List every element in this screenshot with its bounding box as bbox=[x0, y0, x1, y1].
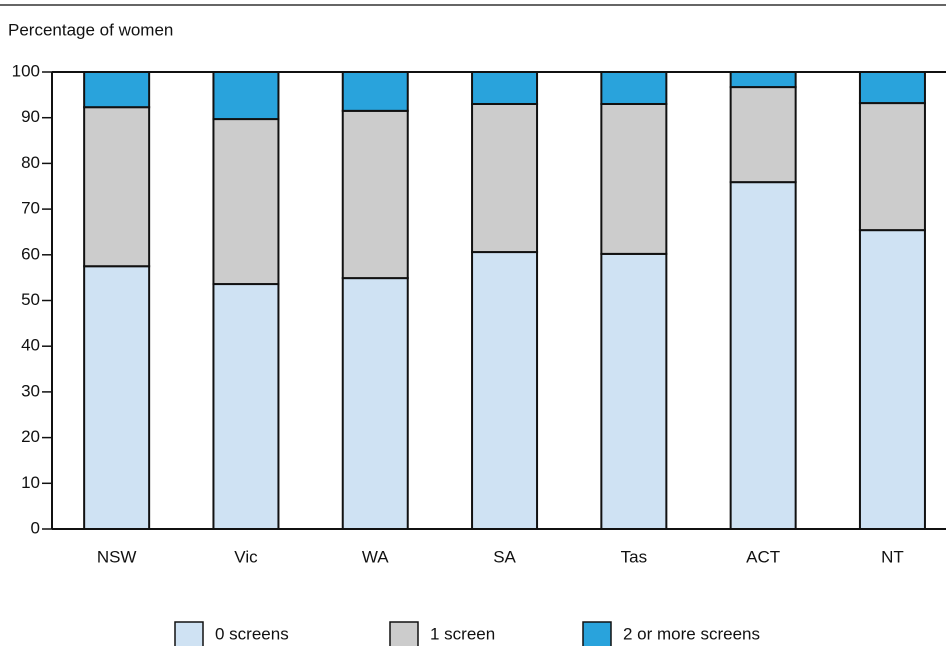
x-tick-label: NT bbox=[881, 547, 904, 566]
y-tick-label: 30 bbox=[21, 381, 40, 400]
bar-segment bbox=[83, 71, 151, 109]
bar-segment bbox=[858, 71, 926, 105]
x-tick-label: ACT bbox=[746, 547, 780, 566]
legend-swatch bbox=[174, 621, 204, 646]
y-tick-label: 20 bbox=[21, 427, 40, 446]
bar-segment bbox=[83, 265, 151, 530]
y-tick-label: 0 bbox=[31, 518, 40, 537]
x-tick-label: NSW bbox=[97, 547, 137, 566]
bar-segment bbox=[341, 109, 409, 280]
bar-segment bbox=[471, 251, 539, 530]
bar-segment bbox=[471, 102, 539, 254]
bar-segment bbox=[600, 71, 668, 105]
bar-segment bbox=[858, 102, 926, 232]
bar-segment bbox=[600, 252, 668, 531]
x-tick-label: Tas bbox=[621, 547, 647, 566]
bar-segment bbox=[600, 102, 668, 255]
y-tick-label: 70 bbox=[21, 199, 40, 218]
legend-label: 2 or more screens bbox=[623, 624, 760, 643]
x-tick-label: SA bbox=[493, 547, 516, 566]
bar-segment bbox=[341, 277, 409, 530]
bar-segment bbox=[212, 118, 280, 286]
y-tick-label: 60 bbox=[21, 244, 40, 263]
bar-segment bbox=[471, 71, 539, 105]
y-tick-label: 90 bbox=[21, 107, 40, 126]
legend-label: 0 screens bbox=[215, 624, 289, 643]
legend-swatch bbox=[582, 621, 612, 646]
bar-segment bbox=[729, 181, 797, 530]
bar-segment bbox=[212, 283, 280, 530]
y-tick-label: 40 bbox=[21, 336, 40, 355]
bar-segment bbox=[729, 71, 797, 89]
bar-segment bbox=[212, 71, 280, 121]
y-tick-label: 10 bbox=[21, 473, 40, 492]
legend-swatch bbox=[389, 621, 419, 646]
bar-segment bbox=[83, 106, 151, 268]
y-tick-label: 50 bbox=[21, 290, 40, 309]
chart-title: Percentage of women bbox=[8, 20, 173, 39]
x-tick-label: Vic bbox=[234, 547, 258, 566]
y-tick-label: 100 bbox=[12, 61, 40, 80]
bar-segment bbox=[858, 229, 926, 530]
bar-segment bbox=[729, 86, 797, 184]
y-tick-label: 80 bbox=[21, 153, 40, 172]
bar-segment bbox=[341, 71, 409, 112]
legend-label: 1 screen bbox=[430, 624, 495, 643]
x-tick-label: WA bbox=[362, 547, 389, 566]
